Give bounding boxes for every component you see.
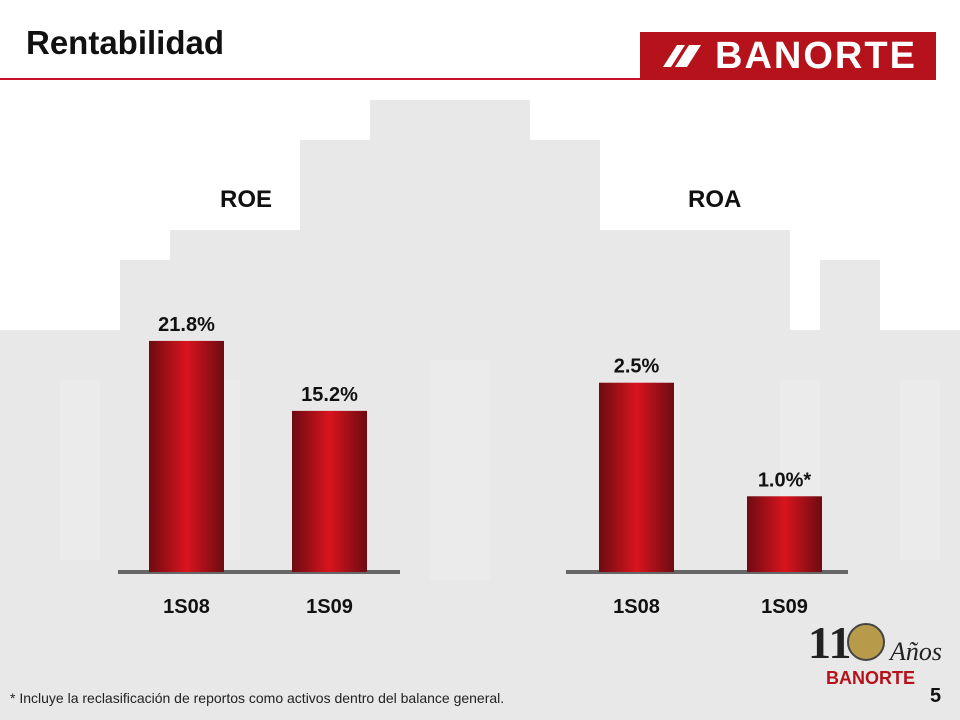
page-number: 5: [930, 685, 942, 707]
anniversary-logo: 110 Años BANORTE: [808, 617, 942, 688]
roe-tick-label-1s09: 1S09: [306, 596, 353, 618]
title-underline: [0, 78, 690, 80]
anniversary-medallion-icon: [847, 623, 885, 661]
roa-bar-1s09: [747, 496, 822, 572]
anniversary-word: Años: [888, 637, 942, 666]
roa-data-label-1s08: 2.5%: [614, 356, 660, 378]
roe-data-label-1s09: 15.2%: [301, 384, 358, 406]
banorte-logo-icon: [663, 45, 702, 67]
roa-tick-label-1s08: 1S08: [613, 596, 660, 618]
banorte-logo: BANORTE: [640, 32, 936, 80]
roe-tick-label-1s08: 1S08: [163, 596, 210, 618]
roe-bar-1s09: [292, 410, 367, 572]
footnote: * Incluye la reclasificación de reportos…: [10, 690, 505, 706]
banorte-logo-text: BANORTE: [715, 34, 917, 77]
page-title: Rentabilidad: [26, 24, 225, 61]
anniversary-brand: BANORTE: [826, 668, 915, 688]
roa-data-label-1s09: 1.0%*: [758, 469, 812, 491]
roa-tick-label-1s09: 1S09: [761, 596, 808, 618]
roe-data-label-1s08: 21.8%: [158, 314, 215, 336]
roa-chart-title: ROA: [688, 186, 742, 213]
roa-bar-1s08: [599, 382, 674, 572]
roe-bar-1s08: [149, 340, 224, 572]
roe-chart-title: ROE: [220, 186, 273, 213]
